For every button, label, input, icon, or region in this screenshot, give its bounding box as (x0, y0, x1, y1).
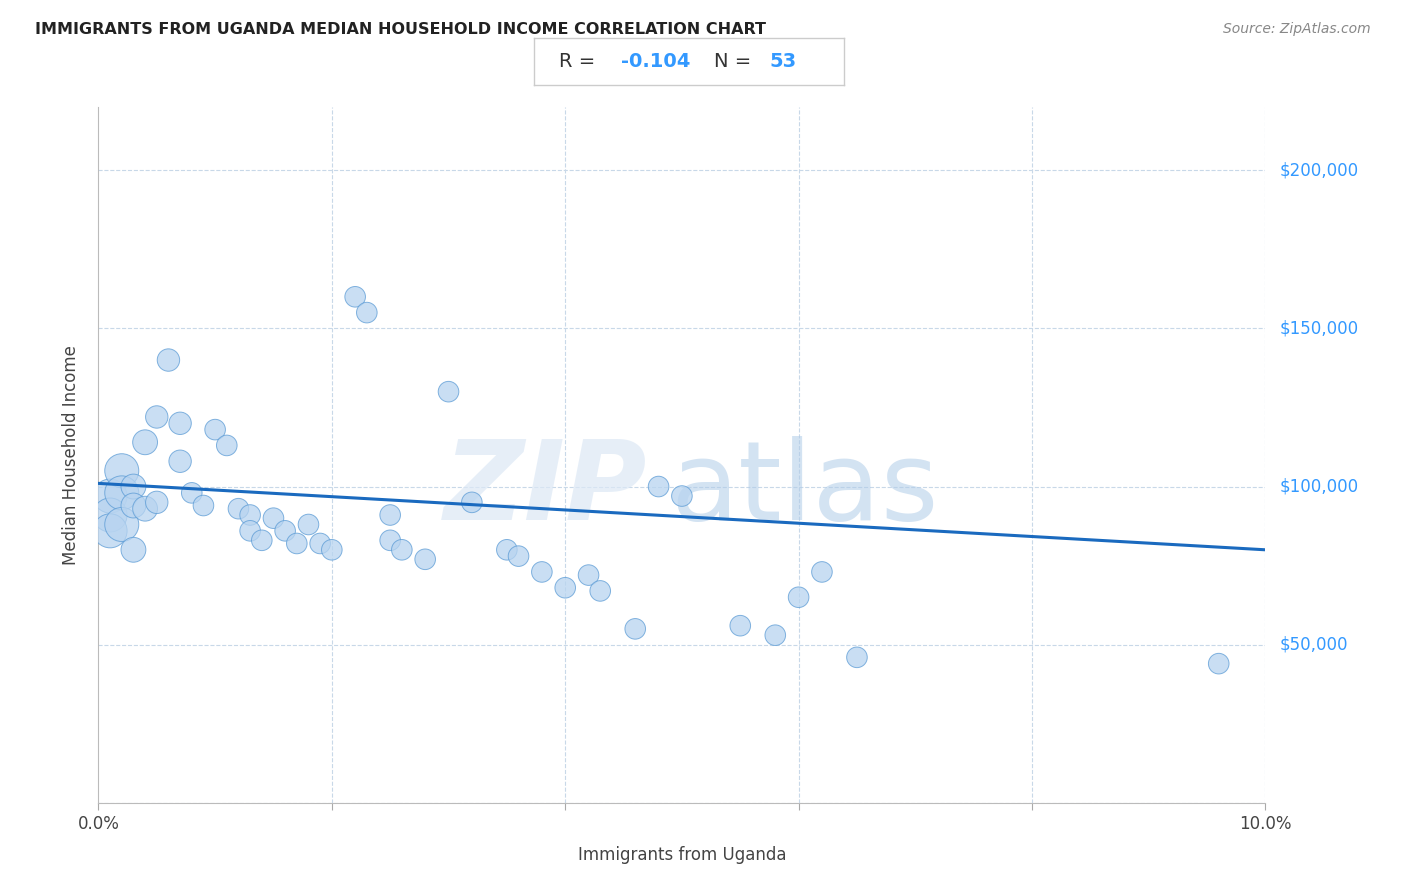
Point (98, 508, 121, 522)
Text: ZIP: ZIP (443, 436, 647, 543)
Point (321, 542, 343, 557)
Text: Source: ZipAtlas.com: Source: ZipAtlas.com (1223, 22, 1371, 37)
Point (228, 501, 250, 516)
Point (1208, 657, 1230, 671)
Point (578, 568, 600, 582)
Point (285, 536, 308, 550)
Point (122, 542, 145, 557)
Point (530, 565, 553, 579)
Text: $200,000: $200,000 (1279, 161, 1358, 179)
Point (344, 290, 367, 304)
Point (495, 542, 517, 557)
Point (378, 533, 402, 548)
Point (122, 499, 145, 513)
Point (508, 549, 530, 563)
Point (146, 409, 169, 424)
Point (845, 650, 868, 665)
Point (461, 495, 484, 509)
Point (146, 495, 169, 509)
Point (589, 583, 612, 598)
Point (98, 489, 121, 503)
Point (111, 486, 134, 500)
X-axis label: Immigrants from Uganda: Immigrants from Uganda (578, 847, 786, 864)
Point (122, 479, 145, 493)
Point (391, 542, 413, 557)
Point (297, 517, 319, 532)
Point (309, 536, 332, 550)
Y-axis label: Median Household Income: Median Household Income (62, 345, 80, 565)
Text: $150,000: $150,000 (1279, 319, 1358, 337)
Point (624, 622, 647, 636)
Point (157, 353, 180, 368)
Point (215, 438, 238, 452)
Point (647, 479, 669, 493)
Point (378, 508, 402, 522)
Text: $100,000: $100,000 (1279, 477, 1358, 496)
Point (204, 423, 226, 437)
Text: R =: R = (560, 52, 602, 71)
Text: -0.104: -0.104 (621, 52, 690, 71)
Text: 53: 53 (769, 52, 796, 71)
Point (169, 417, 191, 431)
Point (239, 524, 262, 538)
Point (250, 533, 273, 548)
Point (134, 501, 156, 516)
Point (111, 517, 134, 532)
Text: atlas: atlas (671, 436, 939, 543)
Point (356, 305, 378, 319)
Point (787, 591, 810, 605)
Point (169, 454, 191, 468)
Point (111, 464, 134, 478)
Point (437, 384, 460, 399)
Point (728, 618, 751, 632)
Point (180, 486, 202, 500)
Point (262, 511, 284, 525)
Point (134, 435, 156, 450)
Point (239, 508, 262, 522)
Text: IMMIGRANTS FROM UGANDA MEDIAN HOUSEHOLD INCOME CORRELATION CHART: IMMIGRANTS FROM UGANDA MEDIAN HOUSEHOLD … (35, 22, 766, 37)
Point (193, 499, 215, 513)
Point (98, 524, 121, 538)
Point (413, 552, 436, 566)
Text: N =: N = (714, 52, 758, 71)
Point (274, 524, 297, 538)
Point (763, 628, 786, 642)
Point (554, 581, 576, 595)
Point (811, 565, 834, 579)
Point (671, 489, 693, 503)
Text: $50,000: $50,000 (1279, 636, 1348, 654)
